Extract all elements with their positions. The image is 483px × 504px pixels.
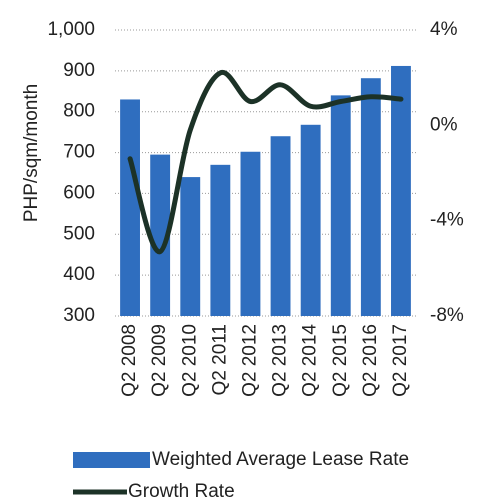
x-tick-label: Q2 2015 (330, 324, 351, 397)
y-tick-label: 900 (63, 60, 95, 81)
y2-tick-label: 4% (430, 19, 458, 40)
bar (150, 154, 171, 316)
bar (391, 65, 411, 316)
bar (120, 99, 140, 316)
y-axis-label: PHP/sqm/month (21, 84, 42, 222)
y-tick-label: 300 (63, 305, 95, 326)
bar (360, 78, 381, 316)
bar (180, 177, 201, 316)
x-tick-label: Q2 2017 (390, 324, 411, 397)
y-tick-label: 1,000 (47, 19, 95, 40)
y2-tick-label: -4% (430, 210, 464, 231)
x-tick-label: Q2 2012 (239, 324, 260, 397)
x-tick-label: Q2 2013 (270, 324, 291, 397)
y-tick-label: 600 (63, 182, 95, 203)
x-tick-label: Q2 2016 (360, 324, 381, 397)
bar (330, 95, 351, 316)
bar (240, 151, 261, 316)
y-tick-label: 400 (63, 264, 95, 285)
x-tick-label: Q2 2008 (119, 324, 140, 397)
x-tick-label: Q2 2009 (149, 324, 170, 397)
legend-swatch (73, 452, 150, 468)
y-tick-label: 800 (63, 101, 95, 122)
x-tick-label: Q2 2010 (179, 324, 200, 397)
y-tick-label: 700 (63, 142, 95, 163)
bar (210, 164, 231, 316)
legend-label: Growth Rate (128, 481, 235, 502)
y2-tick-label: 0% (430, 114, 458, 135)
bar (270, 136, 291, 316)
x-tick-label: Q2 2011 (209, 324, 230, 395)
bar (300, 124, 321, 316)
y2-tick-label: -8% (430, 305, 464, 326)
line (127, 70, 404, 255)
legend-label: Weighted Average Lease Rate (152, 449, 409, 470)
y-tick-label: 500 (63, 223, 95, 244)
x-tick-label: Q2 2014 (300, 324, 321, 397)
